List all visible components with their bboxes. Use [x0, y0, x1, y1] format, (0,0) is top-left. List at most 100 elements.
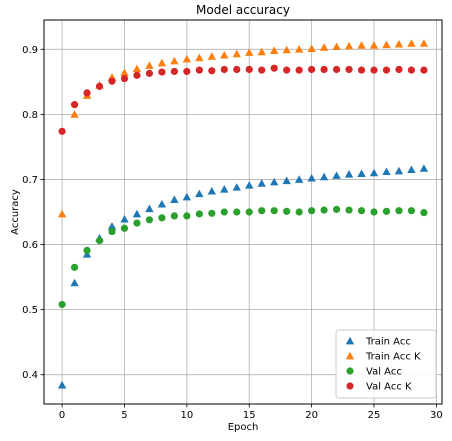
legend-label: Val Acc K: [366, 382, 412, 393]
data-point: [319, 172, 329, 181]
data-point: [133, 71, 141, 79]
plot-points: [57, 39, 429, 389]
data-point: [370, 208, 378, 216]
data-point: [70, 101, 79, 109]
data-point: [132, 64, 142, 73]
data-point: [145, 216, 154, 224]
x-tick-label: 20: [305, 410, 318, 421]
data-point: [282, 176, 291, 185]
data-point: [270, 64, 278, 72]
data-point: [283, 66, 291, 74]
legend: Train Acc Train Acc K Val Acc Val Acc K: [335, 329, 437, 399]
legend-marker: [346, 382, 354, 390]
data-point: [395, 65, 403, 74]
data-point: [145, 61, 154, 69]
data-point: [120, 74, 129, 83]
y-tick-label: 0.6: [22, 240, 38, 251]
data-point: [245, 65, 253, 74]
data-point: [357, 169, 366, 177]
series-val-acc-k: [58, 64, 428, 135]
data-point: [419, 164, 429, 172]
data-point: [207, 52, 217, 60]
data-point: [158, 68, 166, 76]
y-tick-label: 0.4: [22, 370, 38, 381]
data-point: [195, 189, 204, 198]
data-point: [370, 66, 378, 74]
data-point: [332, 42, 341, 51]
data-point: [70, 110, 79, 118]
data-point: [394, 166, 404, 175]
legend-marker: [345, 336, 355, 345]
data-point: [307, 44, 316, 52]
data-point: [294, 175, 304, 183]
data-point: [282, 45, 291, 54]
data-point: [269, 177, 279, 186]
data-point: [245, 181, 254, 189]
data-point: [183, 212, 191, 220]
data-point: [220, 208, 228, 216]
chart-title: Model accuracy: [196, 3, 290, 17]
y-tick-label: 0.9: [22, 45, 38, 56]
legend-label: Train Acc K: [365, 352, 421, 363]
data-point: [357, 66, 366, 74]
data-point: [108, 77, 116, 85]
data-point: [220, 185, 229, 193]
data-point: [308, 207, 316, 215]
data-point: [83, 246, 91, 254]
series-val-acc: [58, 205, 428, 309]
data-point: [257, 179, 266, 187]
data-point: [183, 67, 191, 76]
data-point: [58, 300, 66, 309]
data-point: [133, 219, 141, 227]
data-point: [170, 195, 179, 203]
data-point: [158, 214, 166, 222]
data-point: [83, 89, 91, 97]
legend-marker: [346, 367, 354, 375]
data-point: [407, 165, 416, 174]
data-point: [382, 40, 391, 49]
data-point: [170, 56, 179, 65]
data-point: [320, 206, 328, 214]
data-point: [220, 50, 229, 59]
data-point: [344, 170, 354, 178]
data-point: [70, 263, 79, 271]
data-point: [95, 82, 104, 90]
data-point: [195, 53, 204, 62]
data-point: [233, 65, 241, 74]
series-train-acc: [57, 164, 429, 389]
data-point: [170, 212, 178, 220]
data-point: [345, 65, 353, 74]
data-point: [208, 209, 216, 217]
data-point: [57, 380, 67, 389]
data-point: [58, 127, 66, 135]
data-point: [220, 65, 228, 74]
data-point: [258, 207, 266, 215]
data-point: [95, 237, 104, 245]
legend-label: Train Acc: [365, 337, 411, 348]
y-axis-ticks: 0.4 0.5 0.6 0.7 0.8 0.9: [22, 45, 44, 381]
data-point: [232, 49, 241, 58]
data-point: [319, 43, 329, 51]
data-point: [382, 167, 391, 176]
data-point: [257, 47, 266, 56]
data-point: [195, 66, 203, 74]
data-point: [407, 39, 416, 47]
data-point: [145, 204, 154, 213]
data-point: [320, 65, 328, 74]
data-point: [344, 41, 354, 50]
data-point: [57, 209, 67, 218]
data-point: [70, 278, 79, 287]
data-point: [345, 206, 353, 214]
data-point: [395, 207, 403, 215]
data-point: [332, 171, 341, 179]
data-point: [145, 69, 154, 77]
data-point: [182, 54, 192, 63]
data-point: [208, 67, 216, 75]
x-tick-label: 25: [368, 410, 381, 421]
x-tick-label: 30: [430, 410, 443, 421]
data-point: [258, 66, 266, 74]
data-point: [382, 66, 391, 74]
data-point: [394, 39, 404, 48]
data-point: [170, 67, 178, 76]
y-tick-label: 0.8: [22, 110, 38, 121]
